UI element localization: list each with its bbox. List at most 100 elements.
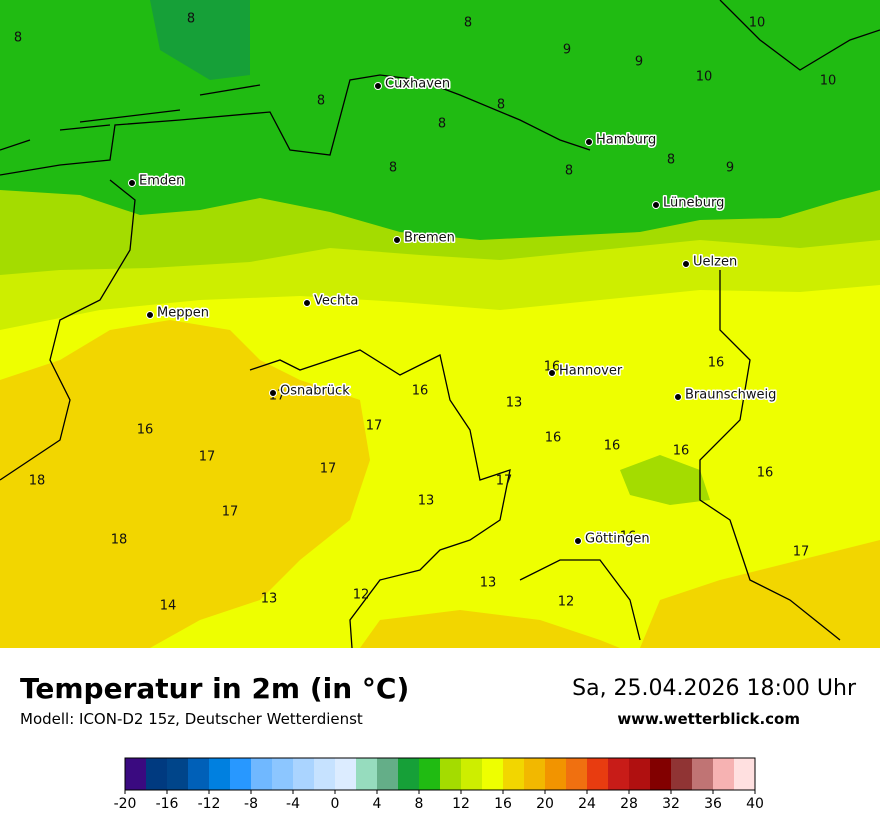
colorbar-swatch (566, 758, 588, 790)
colorbar-swatch (167, 758, 189, 790)
colorbar-tick-label: 12 (452, 796, 470, 812)
temperature-label: 17 (320, 462, 337, 477)
temperature-label: 8 (667, 153, 675, 168)
city-dot (652, 201, 660, 209)
colorbar-swatch (608, 758, 630, 790)
city-dot (393, 236, 401, 244)
city-dot (303, 299, 311, 307)
temperature-label: 13 (261, 592, 278, 607)
temperature-label: 8 (389, 161, 397, 176)
city-label: Braunschweig (685, 388, 776, 403)
colorbar-tick-label: -20 (114, 796, 137, 812)
temperature-label: 17 (496, 474, 513, 489)
temperature-label: 13 (480, 576, 497, 591)
temperature-label: 8 (438, 117, 446, 132)
city-label: Meppen (157, 306, 209, 321)
colorbar-tick-label: 20 (536, 796, 554, 812)
colorbar-tick-label: 32 (662, 796, 680, 812)
colorbar-tick-label: 8 (415, 796, 424, 812)
temperature-label: 8 (317, 94, 325, 109)
colorbar-swatch (398, 758, 420, 790)
city-label: Cuxhaven (385, 77, 450, 92)
temperature-label: 8 (497, 98, 505, 113)
temperature-label: 16 (545, 431, 562, 446)
city-label: Hamburg (596, 133, 656, 148)
colorbar-swatch (734, 758, 756, 790)
warm-region (0, 320, 370, 648)
colorbar-swatch (377, 758, 399, 790)
city-dot (682, 260, 690, 268)
city-label: Uelzen (693, 255, 737, 270)
temperature-label: 9 (726, 161, 734, 176)
colorbar-tick-label: -8 (244, 796, 258, 812)
colorbar-swatch (272, 758, 294, 790)
temperature-label: 17 (366, 419, 383, 434)
colorbar-tick-label: 24 (578, 796, 596, 812)
footer: Temperatur in 2m (in °C) Modell: ICON-D2… (0, 648, 880, 830)
temperature-label: 13 (418, 494, 435, 509)
warm-region (640, 540, 880, 648)
city-dot (548, 369, 556, 377)
city-dot (585, 138, 593, 146)
temperature-label: 13 (506, 396, 523, 411)
colorbar-swatch (314, 758, 336, 790)
temperature-label: 16 (137, 423, 154, 438)
colorbar-swatch (650, 758, 672, 790)
colorbar-tick-label: 16 (494, 796, 512, 812)
temperature-label: 12 (558, 595, 575, 610)
colorbar-swatch (146, 758, 168, 790)
colorbar-swatch (524, 758, 546, 790)
colorbar-tick-label: -12 (198, 796, 221, 812)
colorbar-swatch (587, 758, 609, 790)
colorbar: -20 -16 -12 -8 -4 0 4 8 12 16 20 24 28 32 36 40 (114, 757, 764, 812)
temperature-label: 17 (222, 505, 239, 520)
city-dot (128, 179, 136, 187)
city-dot (674, 393, 682, 401)
city-dot (574, 537, 582, 545)
cool-region (620, 455, 710, 505)
temperature-label: 16 (757, 466, 774, 481)
temperature-label: 8 (187, 12, 195, 27)
colorbar-tick-label: -16 (156, 796, 179, 812)
colorbar-swatch (209, 758, 231, 790)
temperature-label: 18 (111, 533, 128, 548)
temperature-label: 14 (160, 599, 177, 614)
temperature-label: 8 (464, 16, 472, 31)
cold-region (150, 0, 250, 80)
city-dot (146, 311, 154, 319)
temperature-label: 17 (793, 545, 810, 560)
title: Temperatur in 2m (in °C) (20, 672, 410, 705)
website[interactable]: www.wetterblick.com (617, 710, 800, 728)
colorbar-tick-label: 4 (373, 796, 382, 812)
colorbar-tick-label: 28 (620, 796, 638, 812)
temperature-label: 10 (696, 70, 713, 85)
colorbar-frame (124, 757, 756, 791)
colorbar-swatch (503, 758, 525, 790)
temperature-label: 18 (29, 474, 46, 489)
colorbar-swatch (188, 758, 210, 790)
city-label: Vechta (314, 294, 358, 309)
city-label: Osnabrück (280, 384, 350, 399)
colorbar-swatch (293, 758, 315, 790)
temperature-label: 16 (544, 360, 561, 375)
colorbar-swatch (230, 758, 252, 790)
map: 8 8 8 9 9 10 10 10 8 8 8 8 8 8 9 16 16 16 13 17 16 17 16 16 16 17… (0, 0, 880, 648)
colorbar-tick-label: -4 (286, 796, 300, 812)
temperature-label: 9 (635, 55, 643, 70)
colorbar-tick-label: 36 (704, 796, 722, 812)
colorbar-swatch (629, 758, 651, 790)
temperature-label: 16 (604, 439, 621, 454)
colorbar-swatch (671, 758, 693, 790)
city-dot (269, 389, 277, 397)
colorbar-tick-label: 40 (746, 796, 764, 812)
temperature-label: 16 (673, 444, 690, 459)
temperature-label: 10 (749, 16, 766, 31)
temperature-label: 9 (563, 43, 571, 58)
city-dot (374, 82, 382, 90)
colorbar-swatch (335, 758, 357, 790)
temperature-label: 8 (14, 31, 22, 46)
colorbar-tick-label: 0 (331, 796, 340, 812)
city-label: Emden (139, 174, 184, 189)
colorbar-swatch (419, 758, 441, 790)
